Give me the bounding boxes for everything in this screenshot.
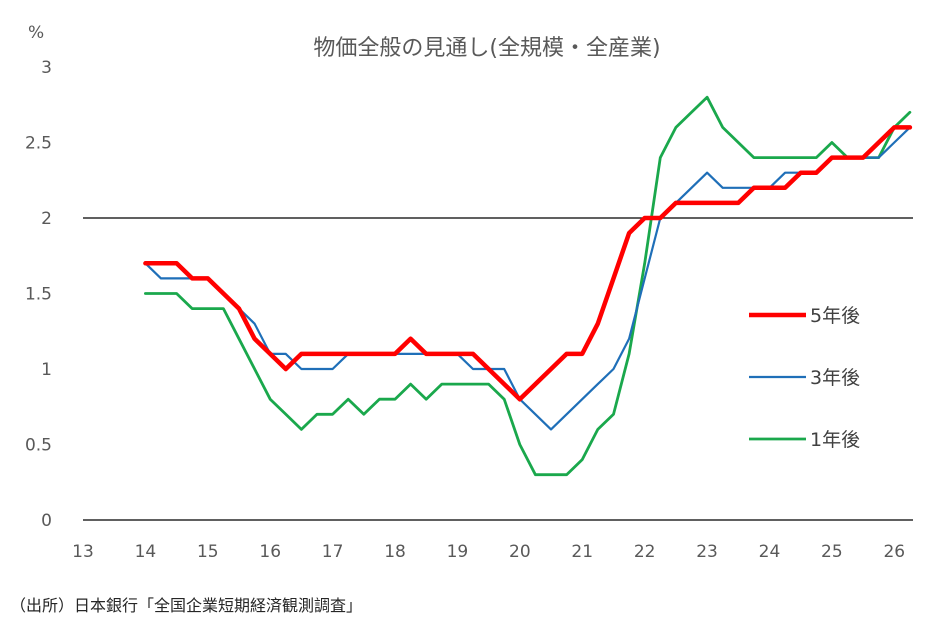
series-line [143, 125, 913, 402]
series-line [144, 126, 912, 431]
y-tick-label: 1.5 [25, 285, 52, 305]
x-tick-labels: 13 14 15 16 17 18 19 20 21 22 23 24 25 26 [72, 542, 905, 562]
legend-label: 1年後 [810, 429, 860, 451]
x-tick-label: 13 [72, 542, 94, 562]
y-tick-labels: 0 0.5 1 1.5 2 2.5 3 [25, 58, 52, 531]
x-tick-label: 19 [447, 542, 469, 562]
x-tick-label: 22 [634, 542, 656, 562]
x-tick-label: 20 [509, 542, 531, 562]
series-line [143, 95, 912, 477]
y-tick-label: 3 [41, 58, 52, 78]
x-tick-label: 26 [883, 542, 905, 562]
x-tick-label: 25 [821, 542, 843, 562]
legend-label: 5年後 [810, 305, 860, 327]
y-tick-label: 2.5 [25, 134, 52, 154]
legend-label: 3年後 [810, 367, 860, 389]
x-tick-label: 18 [384, 542, 406, 562]
y-tick-label: 0.5 [25, 436, 52, 456]
y-tick-label: 0 [41, 511, 52, 531]
legend: 5年後 3年後 1年後 [749, 305, 860, 451]
x-tick-label: 23 [696, 542, 718, 562]
series-lines [143, 95, 913, 477]
y-tick-label: 1 [41, 360, 52, 380]
x-tick-label: 24 [759, 542, 781, 562]
x-tick-label: 16 [259, 542, 281, 562]
source-note: （出所）日本銀行「全国企業短期経済観測調査」 [10, 596, 363, 615]
x-tick-label: 14 [135, 542, 157, 562]
x-tick-label: 17 [322, 542, 344, 562]
x-tick-label: 15 [197, 542, 219, 562]
x-tick-label: 21 [571, 542, 593, 562]
y-axis-label: % [28, 23, 44, 43]
chart-title: 物価全般の見通し(全規模・全産業) [313, 36, 660, 61]
y-tick-label: 2 [41, 209, 52, 229]
